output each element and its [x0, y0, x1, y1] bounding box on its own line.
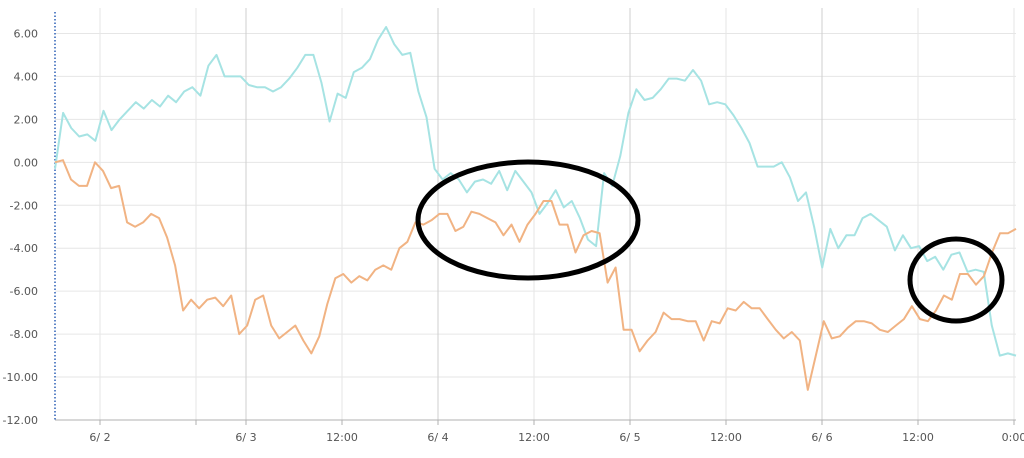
x-tick-label: 6/ 5 — [619, 431, 640, 444]
x-tick-label: 6/ 6 — [811, 431, 832, 444]
y-tick-label: -12.00 — [3, 414, 38, 427]
series-layer — [54, 26, 1017, 391]
x-tick-label: 12:00 — [710, 431, 742, 444]
y-tick-label: 2.00 — [14, 113, 39, 126]
y-tick-label: 6.00 — [14, 27, 39, 40]
y-tick-label: -2.00 — [10, 199, 38, 212]
annotation-layer — [415, 159, 1005, 324]
y-tick-label: 0.00 — [14, 156, 39, 169]
y-tick-label: -6.00 — [10, 285, 38, 298]
x-tick-label: 6/ 4 — [427, 431, 448, 444]
x-tick-label: 12:00 — [902, 431, 934, 444]
y-tick-label: -8.00 — [10, 328, 38, 341]
x-tick-label: 6/ 3 — [235, 431, 256, 444]
y-tick-label: 4.00 — [14, 70, 39, 83]
x-tick-label: 6/ 2 — [89, 431, 110, 444]
axis-layer: 6.00 4.00 2.00 0.00 -2.00 -4.00 -6.00 -8.00 -10.… — [3, 12, 1024, 444]
x-tick-label: 12:00 — [518, 431, 550, 444]
y-tick-label: -4.00 — [10, 242, 38, 255]
annotation-ellipse — [415, 159, 641, 281]
series-line-1 — [54, 26, 1017, 357]
annotation-ellipse — [907, 236, 1005, 324]
x-tick-label: 12:00 — [326, 431, 358, 444]
y-tick-label: -10.00 — [3, 371, 38, 384]
x-tick-label: 0:00 — [1002, 431, 1024, 444]
series-line-2 — [54, 159, 1017, 391]
